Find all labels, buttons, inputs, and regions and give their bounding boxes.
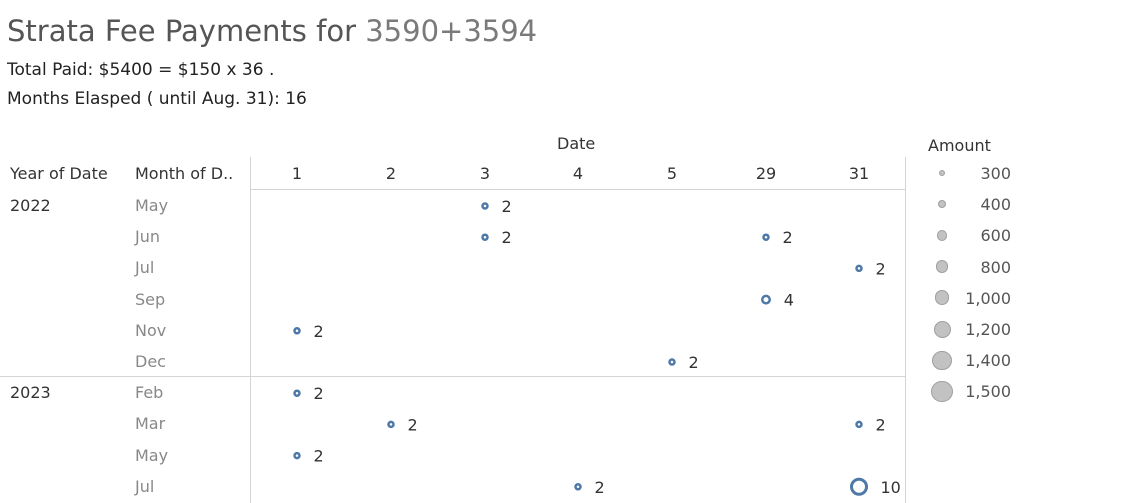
month-label-dec: Dec	[135, 352, 166, 371]
payment-count-label: 4	[784, 291, 794, 310]
payment-count-label: 2	[502, 197, 512, 216]
plot-right-border	[905, 157, 906, 503]
date-col-3: 3	[479, 164, 491, 183]
date-col-4: 4	[572, 164, 584, 183]
payment-count-label: 2	[502, 228, 512, 247]
legend-size-swatch	[933, 320, 951, 338]
month-label-feb: Feb	[135, 383, 164, 403]
legend-item[interactable]: 300	[930, 159, 1014, 187]
legend-item[interactable]: 800	[930, 253, 1014, 281]
legend-size-swatch	[935, 260, 949, 273]
payment-count-label: 2	[408, 415, 418, 434]
payment-mark[interactable]	[855, 264, 863, 273]
column-header-rule	[250, 189, 905, 190]
month-label-sep: Sep	[135, 289, 166, 309]
payment-mark[interactable]	[481, 233, 489, 241]
legend-item[interactable]: 1,500	[930, 377, 1014, 405]
payment-mark[interactable]	[762, 233, 770, 241]
payment-count-label: 2	[595, 478, 605, 497]
legend-size-swatch	[939, 170, 945, 176]
legend-title: Amount	[928, 136, 991, 155]
date-col-31: 31	[848, 164, 870, 183]
payment-count-label: 2	[876, 415, 886, 434]
header-divider	[250, 157, 251, 503]
legend-value: 400	[980, 195, 1011, 215]
legend-size-swatch	[932, 350, 952, 370]
date-header: Date	[557, 134, 596, 153]
legend-value: 600	[980, 226, 1011, 246]
legend-value: 300	[980, 164, 1011, 183]
legend-item[interactable]: 1,400	[930, 346, 1014, 374]
payment-mark[interactable]	[574, 483, 582, 491]
month-label-mar: Mar	[135, 414, 166, 434]
legend-value: 1,000	[965, 288, 1011, 308]
month-label-jul: Jul	[135, 258, 155, 278]
payment-count-label: 2	[314, 447, 324, 466]
payment-mark[interactable]	[668, 358, 676, 366]
payment-mark[interactable]	[387, 420, 395, 429]
payment-count-label: 2	[783, 228, 793, 247]
payment-mark[interactable]	[293, 451, 301, 460]
legend-value: 1,500	[965, 382, 1011, 402]
year-label-2022: 2022	[10, 196, 51, 215]
payment-count-label: 2	[689, 353, 699, 372]
legend-value: 1,200	[965, 320, 1011, 339]
legend-item[interactable]: 1,200	[930, 315, 1014, 343]
month-label-may: May	[135, 445, 169, 465]
date-col-5: 5	[666, 164, 678, 183]
payment-count-label: 2	[876, 259, 886, 278]
payment-count-label: 2	[314, 322, 324, 341]
date-col-29: 29	[755, 164, 777, 183]
total-paid-text: Total Paid: $5400 = $150 x 36 .	[7, 60, 275, 80]
month-label-jul: Jul	[135, 476, 155, 496]
legend-size-swatch	[937, 200, 947, 209]
year-header[interactable]: Year of Date	[10, 164, 108, 183]
legend-value: 1,400	[965, 351, 1011, 371]
payment-count-label: 2	[314, 384, 324, 403]
payment-mark[interactable]	[481, 202, 489, 210]
payment-mark[interactable]	[293, 389, 301, 397]
legend-item[interactable]: 600	[930, 221, 1014, 249]
legend-size-swatch	[931, 380, 953, 403]
months-elapsed-text: Months Elasped ( until Aug. 31): 16	[7, 89, 307, 109]
date-col-1: 1	[291, 164, 303, 183]
title-units: 3590+3594	[365, 14, 538, 48]
payment-mark[interactable]	[761, 294, 771, 305]
payment-mark[interactable]	[855, 420, 863, 429]
month-header[interactable]: Month of D..	[135, 164, 234, 183]
legend-item[interactable]: 1,000	[930, 284, 1014, 312]
legend-size-swatch	[934, 290, 950, 306]
date-col-2: 2	[385, 164, 397, 183]
month-label-jun: Jun	[135, 227, 160, 247]
chart-title: Strata Fee Payments for 3590+3594	[7, 14, 537, 48]
payment-mark[interactable]	[850, 477, 868, 496]
title-prefix: Strata Fee Payments for	[7, 14, 356, 48]
legend-value: 800	[980, 257, 1011, 277]
legend-item[interactable]: 400	[930, 190, 1014, 218]
year-label-2023: 2023	[10, 383, 51, 403]
payment-count-label: 10	[881, 478, 901, 497]
payment-mark[interactable]	[293, 327, 301, 335]
month-label-nov: Nov	[135, 320, 167, 340]
month-label-may: May	[135, 196, 169, 215]
legend-size-swatch	[936, 230, 948, 241]
year-divider	[0, 376, 905, 377]
